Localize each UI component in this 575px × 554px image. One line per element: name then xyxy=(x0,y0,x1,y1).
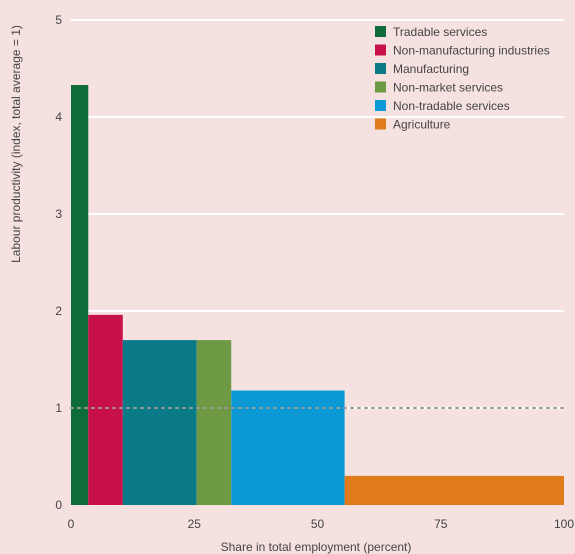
y-tick-labels: 0 1 2 3 4 5 xyxy=(55,13,62,512)
legend-label-agriculture: Agriculture xyxy=(393,118,451,132)
legend-swatch-non-manufacturing-industries xyxy=(375,44,386,56)
x-tick-label-25: 25 xyxy=(188,517,202,531)
legend-swatch-non-market-services xyxy=(375,81,386,93)
y-tick-label-0: 0 xyxy=(55,498,62,512)
legend-swatch-tradable-services xyxy=(375,26,386,37)
bar-non-manufacturing-industries xyxy=(88,314,123,505)
legend-swatch-manufacturing xyxy=(375,63,386,74)
y-tick-label-5: 5 xyxy=(55,13,62,27)
x-tick-label-0: 0 xyxy=(68,517,75,531)
y-tick-label-4: 4 xyxy=(55,110,62,124)
grid-layer xyxy=(71,19,564,409)
y-tick-label-3: 3 xyxy=(55,207,62,221)
y-tick-label-2: 2 xyxy=(55,304,62,318)
y-tick-label-1: 1 xyxy=(55,401,62,415)
legend-label-non-market-services: Non-market services xyxy=(393,81,503,95)
bar-layer xyxy=(71,84,564,506)
legend-swatch-agriculture xyxy=(375,118,386,130)
x-tick-label-50: 50 xyxy=(311,517,325,531)
bar-manufacturing xyxy=(122,340,197,505)
legend-swatch-non-tradable-services xyxy=(375,100,386,111)
legend-label-manufacturing: Manufacturing xyxy=(393,62,469,76)
bar-non-tradable-services xyxy=(231,390,345,505)
x-tick-label-75: 75 xyxy=(434,517,448,531)
x-tick-label-100: 100 xyxy=(554,517,574,531)
x-axis-label: Share in total employment (percent) xyxy=(221,540,412,554)
bar-non-market-services xyxy=(196,340,232,505)
bar-agriculture xyxy=(344,475,564,505)
bar-tradable-services xyxy=(71,84,89,506)
legend: Tradable services Non-manufacturing indus… xyxy=(375,25,550,132)
y-axis-label: Labour productivity (index, total averag… xyxy=(9,25,23,263)
legend-label-tradable-services: Tradable services xyxy=(393,25,487,39)
x-tick-labels: 0 25 50 75 100 xyxy=(68,517,575,531)
legend-label-non-manufacturing-industries: Non-manufacturing industries xyxy=(393,44,550,58)
legend-label-non-tradable-services: Non-tradable services xyxy=(393,99,510,113)
